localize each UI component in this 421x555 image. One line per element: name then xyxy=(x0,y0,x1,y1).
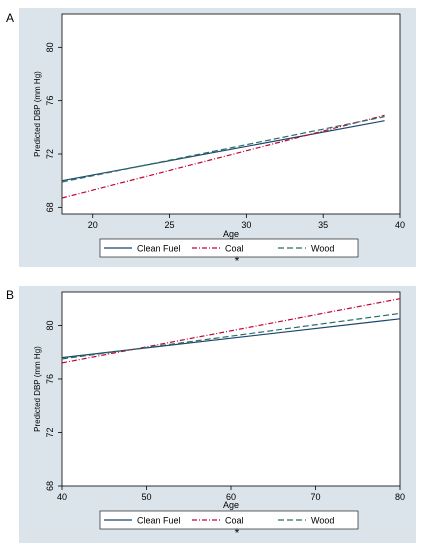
legend-label: Coal xyxy=(225,516,244,526)
plot-area xyxy=(61,13,401,215)
plot-area xyxy=(61,291,401,487)
legend-box xyxy=(99,510,359,530)
legend-label: Wood xyxy=(311,516,334,526)
legend-label: Wood xyxy=(311,244,334,254)
y-tick-label: 76 xyxy=(45,96,55,106)
y-tick-label: 68 xyxy=(45,481,55,491)
x-tick-label: 30 xyxy=(241,220,251,230)
footnote-asterisk: * xyxy=(235,526,240,540)
legend: Clean Fuel Coal Wood xyxy=(99,510,359,530)
x-tick-label: 40 xyxy=(395,220,405,230)
series-line-coal xyxy=(61,298,401,364)
y-tick-label: 68 xyxy=(45,202,55,212)
x-tick-label: 50 xyxy=(141,492,151,502)
legend-label: Clean Fuel xyxy=(137,244,181,254)
y-tick-label: 80 xyxy=(45,42,55,52)
legend-label: Clean Fuel xyxy=(137,516,181,526)
y-axis-title: Predicted DBP (mm Hg) xyxy=(33,71,42,157)
panel-label: A xyxy=(6,11,14,25)
footnote-asterisk: * xyxy=(235,254,240,268)
chart-panel-a: A 68 72 76 80 20 25 30 35 40 Age Predicted DBP (mm … xyxy=(6,8,416,268)
x-tick-label: 20 xyxy=(88,220,98,230)
legend-box xyxy=(99,238,359,258)
series-line-coal xyxy=(61,114,385,199)
legend: Clean Fuel Coal Wood xyxy=(99,238,359,258)
y-tick-label: 80 xyxy=(45,320,55,330)
x-tick-label: 70 xyxy=(310,492,320,502)
x-axis-title: Age xyxy=(223,229,239,239)
y-tick-label: 76 xyxy=(45,374,55,384)
y-tick-label: 72 xyxy=(45,427,55,437)
x-tick-label: 40 xyxy=(57,492,67,502)
y-axis-title: Predicted DBP (mm Hg) xyxy=(33,346,42,432)
legend-label: Coal xyxy=(225,244,244,254)
series-line-wood xyxy=(61,312,401,360)
x-axis-title: Age xyxy=(223,500,239,510)
series-line-wood xyxy=(61,116,385,183)
x-tick-label: 80 xyxy=(395,492,405,502)
x-tick-label: 25 xyxy=(165,220,175,230)
chart-panel-b: B 68 72 76 80 40 50 60 70 80 Age Predicted DBP (mm … xyxy=(6,286,416,543)
panel-label: B xyxy=(6,288,14,302)
y-tick-label: 72 xyxy=(45,149,55,159)
x-tick-label: 60 xyxy=(226,492,236,502)
x-tick-label: 35 xyxy=(318,220,328,230)
